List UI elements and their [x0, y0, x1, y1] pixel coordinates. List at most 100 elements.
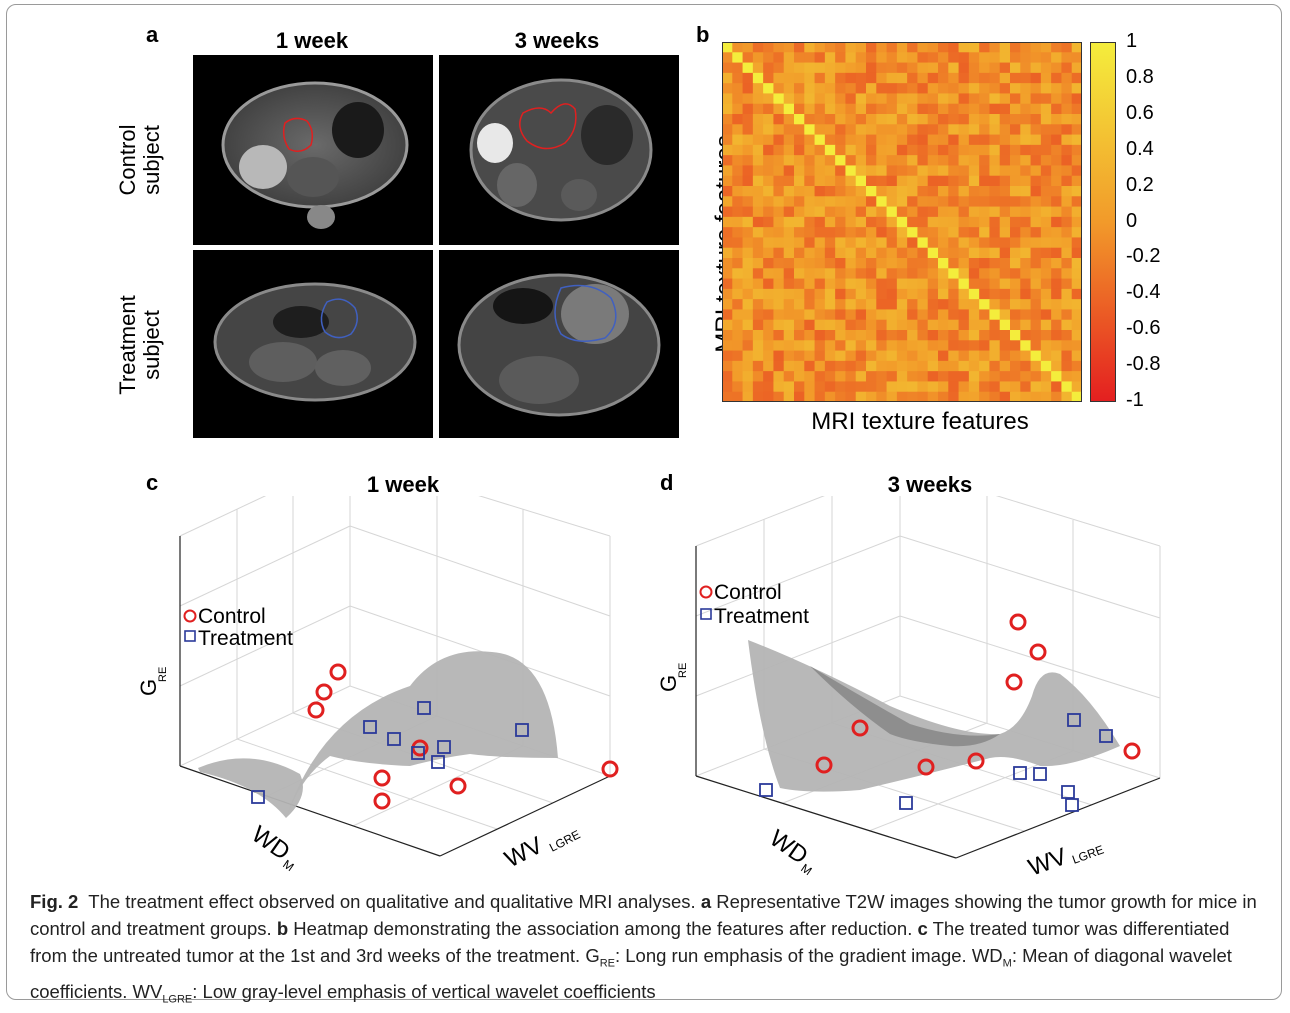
heatmap-cell: [804, 72, 815, 84]
heatmap-cell: [752, 124, 764, 135]
heatmap-cell: [1030, 330, 1042, 341]
heatmap-cell: [732, 196, 743, 207]
treatment-point: [759, 783, 773, 797]
figure-frame: [6, 4, 1282, 1000]
heatmap-cell: [732, 83, 743, 94]
heatmap-cell: [979, 93, 990, 105]
heatmap-cell: [742, 278, 754, 290]
heatmap-cell: [1040, 237, 1052, 249]
heatmap-cell: [1020, 319, 1031, 331]
heatmap-cell: [1071, 237, 1082, 249]
heatmap-cell: [989, 175, 1001, 187]
heatmap-cell: [948, 288, 959, 300]
heatmap-cell: [866, 155, 877, 166]
heatmap-cell: [835, 216, 846, 228]
heatmap-cell: [1061, 350, 1073, 362]
heatmap-cell: [763, 360, 774, 372]
heatmap-cell: [804, 134, 815, 146]
heatmap-cell: [866, 258, 877, 269]
treatment-point: [1065, 798, 1079, 812]
heatmap-cell: [732, 206, 743, 218]
heatmap-cell: [814, 206, 826, 218]
heatmap-cell: [1030, 237, 1042, 249]
heatmap-cell: [917, 83, 929, 94]
heatmap-cell: [835, 227, 846, 238]
heatmap-cell: [876, 165, 887, 177]
heatmap-cell: [855, 42, 867, 53]
heatmap-cell: [968, 288, 980, 300]
heatmap-cell: [783, 360, 795, 372]
heatmap-cell: [1040, 196, 1052, 207]
heatmap-cell: [824, 52, 836, 63]
heatmap-cell: [886, 114, 898, 125]
mri-treatment-3weeks: [439, 250, 679, 438]
heatmap-cell: [866, 124, 877, 135]
heatmap-cell: [732, 186, 743, 197]
heatmap-cell: [876, 350, 887, 362]
heatmap-cell: [845, 258, 857, 269]
heatmap-cell: [948, 186, 959, 197]
heatmap-cell: [917, 124, 929, 135]
heatmap-cell: [979, 350, 990, 362]
heatmap-cell: [1010, 299, 1021, 310]
heatmap-cell: [938, 144, 949, 156]
heatmap-cell: [948, 319, 959, 331]
heatmap-cell: [948, 309, 959, 321]
heatmap-cell: [968, 114, 980, 125]
heatmap-cell: [938, 72, 949, 84]
treatment-point: [1067, 713, 1081, 727]
heatmap-cell: [783, 134, 795, 146]
heatmap-cell: [948, 360, 959, 372]
heatmap-cell: [1061, 72, 1073, 84]
heatmap-cell: [1051, 206, 1062, 218]
heatmap-cell: [917, 381, 929, 393]
heatmap-cell: [763, 216, 774, 228]
heatmap-cell: [794, 319, 805, 331]
heatmap-cell: [773, 175, 785, 187]
heatmap-cell: [958, 144, 970, 156]
heatmap-cell: [927, 227, 939, 238]
heatmap-cell: [968, 83, 980, 94]
heatmap-cell: [896, 165, 908, 177]
heatmap-cell: [794, 288, 805, 300]
heatmap-cell: [855, 371, 867, 382]
heatmap-cell: [824, 360, 836, 372]
heatmap-cell: [742, 186, 754, 197]
heatmap-cell: [835, 165, 846, 177]
legend-control-d: Control: [714, 581, 782, 604]
heatmap-cell: [855, 381, 867, 393]
heatmap-cell: [927, 165, 939, 177]
heatmap-cell: [938, 268, 949, 279]
heatmap-cell: [814, 124, 826, 135]
heatmap-cell: [989, 237, 1001, 249]
heatmap-cell: [732, 114, 743, 125]
heatmap-cell: [948, 206, 959, 218]
heatmap-cell: [958, 83, 970, 94]
heatmap-cell: [722, 247, 733, 259]
heatmap-cell: [907, 299, 918, 310]
heatmap-cell: [1010, 72, 1021, 84]
heatmap-cell: [979, 299, 990, 310]
heatmap-cell: [783, 144, 795, 156]
heatmap-cell: [948, 93, 959, 105]
heatmap-cell: [958, 42, 970, 53]
heatmap-cell: [835, 237, 846, 249]
heatmap-cell: [1040, 216, 1052, 228]
heatmap-cell: [794, 340, 805, 351]
heatmap-cell: [722, 371, 733, 382]
heatmap-cell: [927, 134, 939, 146]
heatmap-cell: [783, 216, 795, 228]
heatmap-cell: [938, 247, 949, 259]
heatmap-cell: [1071, 278, 1082, 290]
colorbar-tick-label: 0.8: [1126, 65, 1154, 88]
heatmap-cell: [948, 268, 959, 279]
heatmap-cell: [886, 42, 898, 53]
heatmap-cell: [732, 62, 743, 74]
heatmap-cell: [1010, 93, 1021, 105]
caption-wd-abbr: WD: [971, 945, 1003, 966]
heatmap-cell: [794, 247, 805, 259]
heatmap-cell: [866, 330, 877, 341]
heatmap-cell: [845, 52, 857, 63]
heatmap-cell: [814, 330, 826, 341]
heatmap-cell: [1051, 319, 1062, 331]
